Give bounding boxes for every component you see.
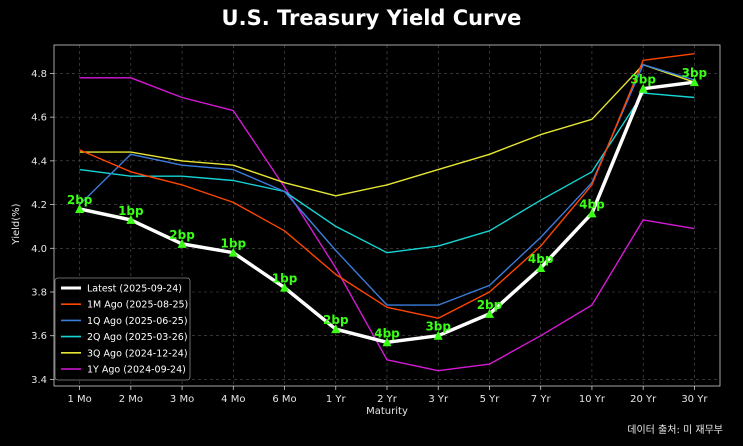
y-tick-label: 3.8 <box>31 288 47 299</box>
change-annotation: 3bp <box>425 320 451 334</box>
y-tick-label: 4.6 <box>31 113 47 124</box>
latest-point-marker <box>433 330 443 340</box>
x-tick-label: 3 Mo <box>170 394 194 405</box>
latest-point-marker <box>177 238 187 248</box>
legend-entry: 1M Ago (2025-08-25) <box>87 300 188 311</box>
y-tick-label: 3.4 <box>31 375 47 386</box>
legend-entry: 2Q Ago (2025-03-26) <box>87 332 188 343</box>
x-axis-label: Maturity <box>366 406 408 417</box>
latest-point-marker <box>484 308 494 318</box>
annotation-layer: 2bp 1bp 2bp 1bp 1bp 2bp 4bp 3bp 2bp 4bp 4bp 3bp 3bp <box>67 66 708 347</box>
latest-point-marker <box>280 282 290 292</box>
y-tick-label: 3.6 <box>31 331 47 342</box>
series-line-history-3 <box>79 92 695 254</box>
latest-point-marker <box>382 337 392 347</box>
x-tick-label: 7 Yr <box>531 394 552 405</box>
y-axis-label: Yield(%) <box>11 203 22 245</box>
change-annotation: 1bp <box>221 237 247 251</box>
y-tick-label: 4.4 <box>31 156 47 167</box>
change-annotation: 1bp <box>118 204 144 218</box>
latest-point-marker <box>536 262 546 272</box>
x-tick-label: 30 Yr <box>681 394 708 405</box>
series-line-history-1 <box>79 53 695 319</box>
x-tick-label: 3 Yr <box>428 394 449 405</box>
axes-layer: 3.4 3.6 3.8 4.0 4.2 4.4 4.6 4.8 1 Mo 2 Mo 3 Mo 4 Mo… <box>31 44 721 405</box>
latest-point-marker <box>331 324 341 334</box>
legend-entry: 1Y Ago (2024-09-24) <box>87 365 186 376</box>
latest-point-marker <box>638 83 648 93</box>
x-tick-label: 20 Yr <box>630 394 657 405</box>
x-tick-label: 6 Mo <box>272 394 296 405</box>
x-tick-label: 2 Yr <box>377 394 398 405</box>
change-annotation: 3bp <box>630 73 656 87</box>
y-tick-label: 4.8 <box>31 69 47 80</box>
change-annotation: 2bp <box>477 298 503 312</box>
y-tick-label: 4.2 <box>31 200 47 211</box>
x-tick-label: 5 Yr <box>480 394 501 405</box>
legend-entry: Latest (2025-09-24) <box>87 284 182 295</box>
change-annotation: 2bp <box>67 193 93 207</box>
latest-point-marker <box>689 77 699 87</box>
change-annotation: 4bp <box>528 252 554 266</box>
series-line-history-5 <box>79 77 695 372</box>
chart-title: U.S. Treasury Yield Curve <box>221 6 522 30</box>
x-tick-label: 4 Mo <box>221 394 245 405</box>
change-annotation: 2bp <box>323 313 349 327</box>
legend: Latest (2025-09-24) 1M Ago (2025-08-25) 1Q… <box>54 277 191 381</box>
latest-point-marker <box>587 208 597 218</box>
y-tick-label: 4.0 <box>31 244 47 255</box>
change-annotation: 1bp <box>272 272 298 286</box>
x-tick-label: 1 Yr <box>326 394 347 405</box>
legend-box <box>54 277 191 381</box>
x-tick-label: 2 Mo <box>119 394 143 405</box>
x-tick-label: 10 Yr <box>579 394 606 405</box>
change-annotation: 3bp <box>682 66 708 80</box>
latest-point-marker <box>126 214 136 224</box>
latest-point-marker <box>228 247 238 257</box>
series-line-history-4 <box>79 63 695 197</box>
series-line-history-2 <box>79 63 695 306</box>
x-tick-label: 1 Mo <box>67 394 91 405</box>
change-annotation: 4bp <box>579 197 605 211</box>
change-annotation: 4bp <box>374 326 400 340</box>
legend-entry: 1Q Ago (2025-06-25) <box>87 316 188 327</box>
latest-point-marker <box>75 203 85 213</box>
change-annotation: 2bp <box>169 228 195 242</box>
legend-entry: 3Q Ago (2024-12-24) <box>87 348 188 359</box>
source-note: 데이터 출처: 미 재무부 <box>627 425 723 436</box>
